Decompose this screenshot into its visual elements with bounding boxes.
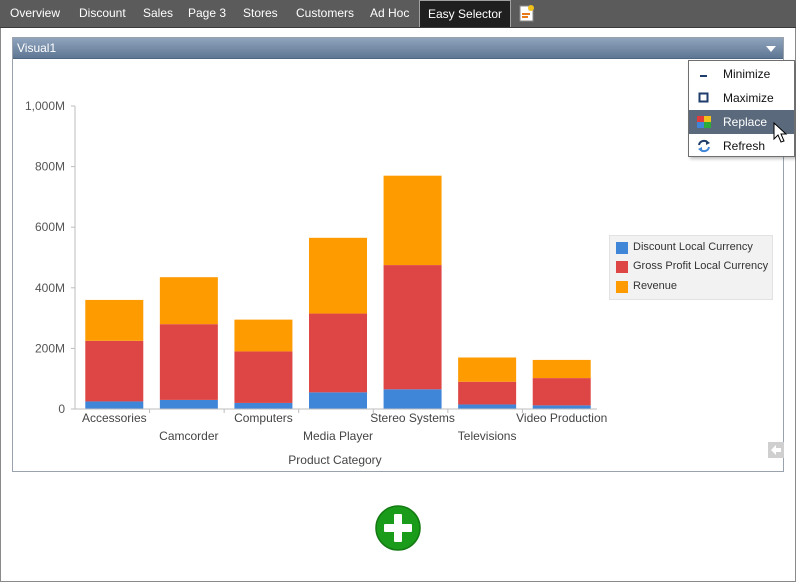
legend-swatch <box>616 261 628 273</box>
stacked-bar-chart: 0 200M 400M 600M 800M 1,000M Accessories Camco… <box>25 99 607 467</box>
x-tick-label: Video Production <box>516 411 607 425</box>
bar-segment[interactable] <box>532 378 591 406</box>
tab-customers[interactable]: Customers <box>296 6 355 20</box>
bar-segment[interactable] <box>234 402 293 409</box>
x-tick-label: Computers <box>234 411 293 425</box>
tab-stores[interactable]: Stores <box>243 6 278 20</box>
bar-segment[interactable] <box>458 381 517 405</box>
x-tick-label: Stereo Systems <box>370 411 455 425</box>
refresh-icon <box>698 139 710 153</box>
bar-segment[interactable] <box>159 399 218 409</box>
tab-ad-hoc[interactable]: Ad Hoc <box>370 6 410 20</box>
x-axis-title: Product Category <box>288 453 381 467</box>
legend-label: Revenue <box>633 280 678 292</box>
bar-segment[interactable] <box>85 340 144 402</box>
bar-segment[interactable] <box>159 277 218 325</box>
bar-segment[interactable] <box>234 351 293 403</box>
tab-sales[interactable]: Sales <box>143 6 174 20</box>
x-tick-label: Camcorder <box>159 429 218 443</box>
bar-segment[interactable] <box>234 319 293 352</box>
chart-legend: Discount Local Currency Gross Profit Loc… <box>609 235 773 300</box>
menu-label: Maximize <box>723 91 774 105</box>
visual-header: Visual1 <box>13 38 783 59</box>
legend-label: Discount Local Currency <box>633 241 753 253</box>
menu-item-refresh[interactable]: Refresh <box>689 134 794 158</box>
bar-segment[interactable] <box>309 313 367 393</box>
menu-label: Minimize <box>723 67 771 81</box>
y-tick-label: 800M <box>35 160 65 174</box>
bar-segment[interactable] <box>383 265 442 390</box>
bar-segment[interactable] <box>85 299 144 341</box>
plus-icon <box>384 514 412 542</box>
bar-segment[interactable] <box>532 359 591 379</box>
y-tick-label: 0 <box>58 402 65 416</box>
legend-swatch <box>616 281 628 293</box>
bar-segment[interactable] <box>309 237 367 314</box>
left-arrow-icon[interactable] <box>768 442 784 458</box>
tab-overview[interactable]: Overview <box>10 6 61 20</box>
y-tick-label: 600M <box>35 220 65 234</box>
visual-title: Visual1 <box>17 41 57 55</box>
tab-easy-selector[interactable]: Easy Selector <box>419 0 512 27</box>
legend-label: Gross Profit Local Currency <box>633 260 769 272</box>
dropdown-arrow-icon[interactable] <box>764 44 778 54</box>
bars <box>85 175 591 409</box>
bar-segment[interactable] <box>458 404 517 409</box>
bar-segment[interactable] <box>309 392 367 409</box>
x-axis: Accessories Camcorder Computers Media Playe… <box>75 408 607 443</box>
tab-page-3[interactable]: Page 3 <box>188 6 227 20</box>
new-page-icon[interactable] <box>518 4 535 23</box>
y-tick-label: 1,000M <box>25 99 65 113</box>
add-visual-button[interactable] <box>374 504 422 552</box>
x-tick-label: Media Player <box>303 429 373 443</box>
replace-icon <box>697 116 711 128</box>
page-tab-bar: Overview Discount Sales Page 3 Stores Cu… <box>0 0 796 28</box>
y-tick-label: 200M <box>35 341 65 355</box>
tab-discount[interactable]: Discount <box>79 6 126 20</box>
y-tick-label: 400M <box>35 281 65 295</box>
y-axis: 0 200M 400M 600M 800M 1,000M <box>25 99 76 416</box>
menu-item-maximize[interactable]: Maximize <box>689 86 794 110</box>
menu-item-replace[interactable]: Replace <box>689 110 794 134</box>
legend-swatch <box>616 242 628 254</box>
menu-item-minimize[interactable]: Minimize <box>689 62 794 86</box>
bar-segment[interactable] <box>383 175 442 266</box>
maximize-icon <box>698 92 709 103</box>
minimize-icon <box>700 75 707 77</box>
bar-segment[interactable] <box>458 357 517 382</box>
x-tick-label: Accessories <box>82 411 147 425</box>
bar-segment[interactable] <box>85 401 144 409</box>
menu-label: Replace <box>723 115 768 129</box>
bar-segment[interactable] <box>383 389 442 409</box>
menu-label: Refresh <box>723 139 766 153</box>
visual-panel: Visual1 0 200M 400M 600M 800M 1,000M Accessor… <box>12 37 784 472</box>
visual-context-menu: Minimize Maximize Replace Refresh <box>688 60 795 157</box>
bar-segment[interactable] <box>532 405 591 409</box>
x-tick-label: Televisions <box>458 429 517 443</box>
bar-segment[interactable] <box>159 324 218 400</box>
